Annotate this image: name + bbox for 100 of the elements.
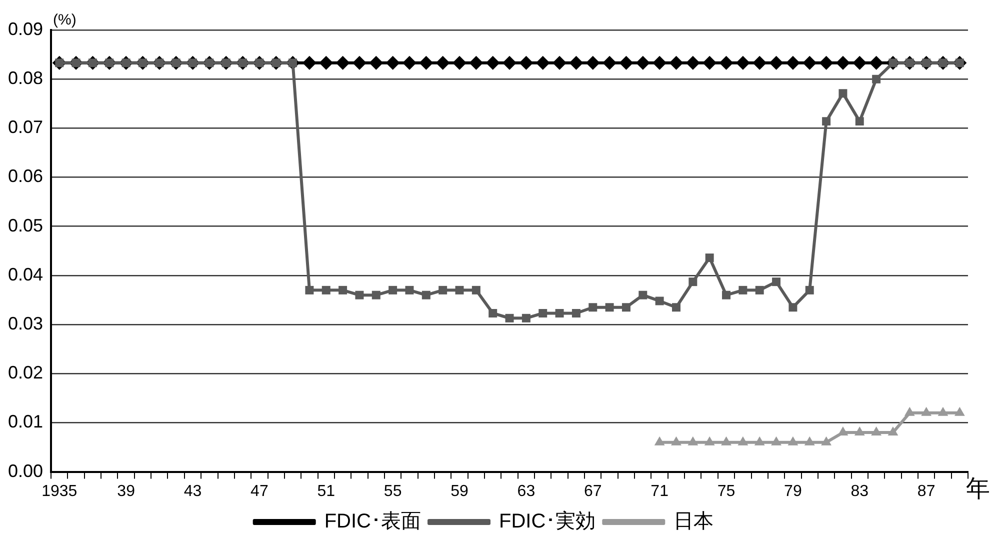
x-tick-label: 55 — [384, 482, 402, 500]
point — [669, 56, 684, 70]
point — [519, 56, 534, 70]
point — [871, 426, 882, 436]
point — [836, 56, 850, 70]
point — [605, 303, 614, 312]
point — [872, 74, 881, 84]
point — [469, 56, 484, 70]
point — [719, 56, 734, 70]
point — [572, 309, 580, 318]
point — [686, 56, 700, 70]
point — [822, 117, 831, 126]
y-tick-label: 0.06 — [8, 166, 44, 186]
y-tick-label: 0.07 — [8, 117, 44, 138]
point — [555, 309, 564, 318]
point — [754, 436, 765, 446]
point — [388, 286, 398, 294]
point — [855, 117, 864, 126]
point — [538, 309, 548, 318]
x-tick-label: 39 — [117, 482, 136, 500]
point — [502, 56, 517, 70]
x-tick-label: 1935 — [42, 482, 78, 500]
legend-label: FDIC･実効 — [499, 510, 596, 533]
point — [652, 56, 667, 70]
y-tick-label: 0.03 — [8, 314, 44, 334]
point — [436, 56, 450, 70]
point — [736, 56, 750, 70]
point — [419, 56, 434, 70]
x-tick-label: 59 — [450, 482, 468, 500]
point — [455, 286, 464, 294]
point — [655, 296, 664, 306]
point — [322, 286, 330, 294]
point — [722, 290, 730, 300]
x-tick-label: 51 — [317, 482, 336, 500]
point — [788, 436, 798, 446]
point — [486, 56, 500, 70]
legend-label: 日本 — [674, 510, 714, 533]
point — [569, 56, 584, 70]
point — [505, 314, 514, 322]
x-tick-label: 79 — [784, 482, 802, 500]
y-tick-label: 0.02 — [8, 362, 44, 383]
point — [721, 436, 732, 446]
point — [888, 426, 898, 436]
point — [688, 278, 698, 286]
point — [319, 56, 334, 70]
point — [338, 286, 348, 294]
point — [838, 89, 848, 98]
y-tick-label: 0.04 — [8, 264, 44, 284]
point — [772, 278, 781, 286]
point — [472, 286, 480, 294]
point — [805, 286, 814, 294]
point — [788, 303, 798, 312]
point — [336, 56, 350, 70]
point — [622, 303, 630, 312]
point — [405, 286, 414, 294]
point — [804, 436, 815, 446]
point — [921, 406, 932, 416]
point — [619, 56, 634, 70]
point — [588, 303, 598, 312]
point — [854, 426, 865, 436]
point — [536, 56, 550, 70]
point — [802, 56, 817, 70]
x-tick-label: 63 — [517, 482, 536, 500]
point — [769, 56, 784, 70]
point — [838, 426, 848, 436]
point — [755, 286, 764, 294]
x-tick-label: 43 — [184, 482, 202, 500]
y-axis-title: (%) — [53, 12, 76, 29]
point — [852, 56, 867, 70]
x-axis-title: 年 — [966, 475, 990, 502]
x-tick-label: 87 — [917, 482, 936, 500]
legend-label: FDIC･表面 — [324, 510, 422, 533]
x-tick-label: 67 — [584, 482, 602, 500]
point — [904, 406, 915, 416]
point — [738, 286, 748, 294]
point — [938, 406, 948, 416]
point — [602, 56, 617, 70]
point — [452, 56, 466, 70]
point — [704, 436, 715, 446]
point — [305, 286, 314, 294]
point — [586, 56, 600, 70]
y-tick-label: 0.09 — [8, 18, 44, 39]
point — [771, 436, 782, 446]
point — [422, 290, 430, 300]
point — [302, 56, 316, 70]
point — [352, 56, 366, 70]
y-tick-label: 0.08 — [8, 68, 44, 88]
point — [752, 56, 767, 70]
point — [552, 56, 567, 70]
point — [688, 436, 698, 446]
point — [819, 56, 834, 70]
y-tick-label: 0.00 — [8, 460, 44, 481]
point — [869, 56, 884, 70]
point — [786, 56, 800, 70]
point — [705, 254, 714, 262]
x-tick-label: 83 — [850, 482, 869, 500]
point — [702, 56, 717, 70]
x-tick-label: 71 — [650, 482, 669, 500]
point — [638, 290, 648, 300]
point — [671, 436, 682, 446]
